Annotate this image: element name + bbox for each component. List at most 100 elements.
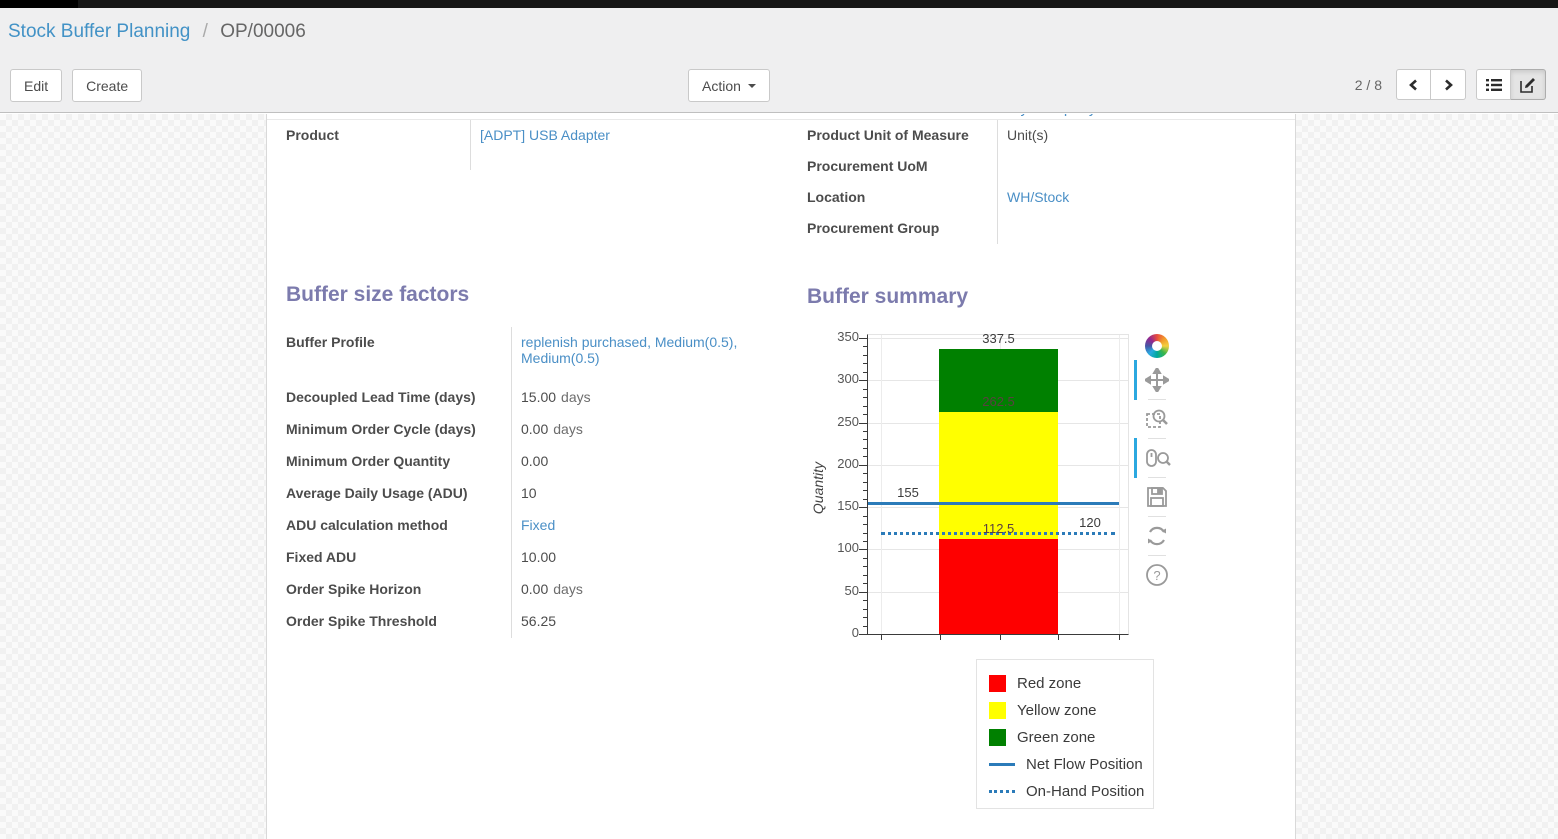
y-minor-tick <box>863 574 868 576</box>
breadcrumb-parent-link[interactable]: Stock Buffer Planning <box>8 21 191 42</box>
y-tick-label: 150 <box>837 498 859 514</box>
legend-swatch-green-zone <box>989 729 1006 746</box>
field-row: ADU calculation method Fixed <box>286 510 781 542</box>
create-button[interactable]: Create <box>72 69 143 102</box>
toolbar-separator <box>1148 438 1166 439</box>
y-minor-tick <box>863 481 868 483</box>
field-unit-suffix: days <box>553 421 583 437</box>
field-value: 56.25 <box>512 606 768 638</box>
field-value-text: 0.00 <box>521 453 549 469</box>
section-title-buffer-summary: Buffer summary <box>807 285 969 308</box>
field-value: Unit(s) <box>998 120 1048 151</box>
field-value-text: 56.25 <box>521 613 557 629</box>
field-row: Fixed ADU 10.00 <box>286 542 781 574</box>
chevron-left-icon <box>1408 79 1417 90</box>
y-minor-tick <box>863 608 868 610</box>
edit-button[interactable]: Edit <box>10 69 63 102</box>
field-row: Product Unit of Measure Unit(s) <box>807 120 1277 151</box>
legend-label: On-Hand Position <box>1026 783 1145 800</box>
pager-buttons <box>1396 69 1466 100</box>
field-label: Minimum Order Cycle (days) <box>286 414 512 446</box>
field-value: 10 <box>512 478 768 510</box>
field-value: 0.00 <box>512 446 768 478</box>
y-minor-tick <box>863 532 868 534</box>
field-row: Minimum Order Cycle (days) 0.00 days <box>286 414 781 446</box>
pager-previous-button[interactable] <box>1396 69 1431 100</box>
list-view-button[interactable] <box>1476 69 1511 100</box>
x-minor-tick <box>1057 635 1059 640</box>
pager-next-button[interactable] <box>1431 69 1466 100</box>
legend-label: Green zone <box>1017 729 1096 746</box>
y-major-tick <box>859 338 868 339</box>
field-value-link[interactable]: replenish purchased, Medium(0.5), Medium… <box>521 334 738 366</box>
net-flow-position-line <box>868 501 1119 505</box>
caret-down-icon <box>747 83 756 88</box>
form-view-icon <box>1520 77 1535 93</box>
svg-text:?: ? <box>1153 568 1160 583</box>
value-label: 262.5 <box>982 394 1015 409</box>
top-navbar <box>0 0 1558 8</box>
chart-toolbar: ? <box>1134 329 1174 592</box>
y-tick-label: 50 <box>844 582 859 598</box>
x-gridline <box>1119 335 1121 634</box>
tool-box-zoom[interactable] <box>1134 402 1174 436</box>
zone-yellow-zone <box>939 412 1058 539</box>
y-axis-ticks: 0 50 100 150 200 250 300 350 <box>807 329 867 640</box>
legend-label: Yellow zone <box>1017 702 1097 719</box>
field-label: Minimum Order Quantity <box>286 446 512 478</box>
pan-icon <box>1145 368 1169 392</box>
view-switcher <box>1476 69 1546 100</box>
tool-wheel-zoom[interactable] <box>1134 438 1174 478</box>
legend-item: Red zone <box>989 670 1153 697</box>
form-view-button[interactable] <box>1511 69 1546 100</box>
field-row: Procurement UoM <box>807 151 1277 182</box>
value-label: 112.5 <box>982 520 1015 536</box>
x-minor-tick <box>939 635 941 640</box>
y-minor-tick <box>863 414 868 416</box>
x-minor-tick <box>1119 635 1121 640</box>
field-value-link[interactable]: WH/Stock <box>1007 189 1070 205</box>
field-label: Average Daily Usage (ADU) <box>286 478 512 510</box>
legend-label: Red zone <box>1017 675 1082 692</box>
field-row: Minimum Order Quantity 0.00 <box>286 446 781 478</box>
tool-save[interactable] <box>1134 480 1174 514</box>
field-row: Product [ADPT] USB Adapter <box>286 120 766 170</box>
content-area: My Company Product [ADPT] USB Adapter Pro… <box>0 114 1558 839</box>
tool-bokeh-logo[interactable] <box>1134 329 1174 363</box>
y-minor-tick <box>863 346 868 348</box>
y-minor-tick <box>863 617 868 619</box>
value-label: 120 <box>1079 514 1101 530</box>
field-value: 10.00 <box>512 542 768 574</box>
field-label: Procurement Group <box>807 213 998 244</box>
y-major-tick <box>859 380 868 382</box>
action-dropdown-button[interactable]: Action <box>688 69 770 102</box>
tool-pan[interactable] <box>1134 360 1174 400</box>
y-tick-label: 350 <box>837 329 859 344</box>
y-tick-label: 0 <box>851 625 859 640</box>
y-minor-tick <box>863 498 868 500</box>
y-minor-tick <box>863 557 868 559</box>
bokeh-logo-icon[interactable] <box>1145 334 1169 358</box>
legend-label: Net Flow Position <box>1026 756 1143 773</box>
on-hand-position-line <box>881 531 1115 535</box>
tool-help[interactable]: ? <box>1134 558 1174 592</box>
field-value: WH/Stock <box>998 182 1069 213</box>
chart-plot-area[interactable]: 337.5 262.5 155 112.5 120 <box>859 331 1129 640</box>
breadcrumb-separator: / <box>202 21 208 42</box>
form-sheet: My Company Product [ADPT] USB Adapter Pro… <box>266 114 1296 839</box>
chevron-right-icon <box>1445 79 1453 90</box>
field-value-link[interactable]: Fixed <box>521 517 556 533</box>
field-value: 15.00 days <box>512 382 768 414</box>
toolbar-separator <box>1148 555 1166 556</box>
field-value-link[interactable]: [ADPT] USB Adapter <box>480 127 610 143</box>
y-tick-label: 100 <box>837 540 859 556</box>
tool-reset[interactable] <box>1134 519 1174 553</box>
pager-counter: 2 / 8 <box>1354 76 1382 93</box>
field-value-text: Unit(s) <box>1007 127 1049 143</box>
help-icon: ? <box>1146 564 1168 586</box>
y-minor-tick <box>863 431 868 433</box>
field-label: Product <box>286 120 471 170</box>
breadcrumb-current: OP/00006 <box>220 21 306 42</box>
field-label: Procurement UoM <box>807 151 998 182</box>
y-minor-tick <box>863 397 868 399</box>
